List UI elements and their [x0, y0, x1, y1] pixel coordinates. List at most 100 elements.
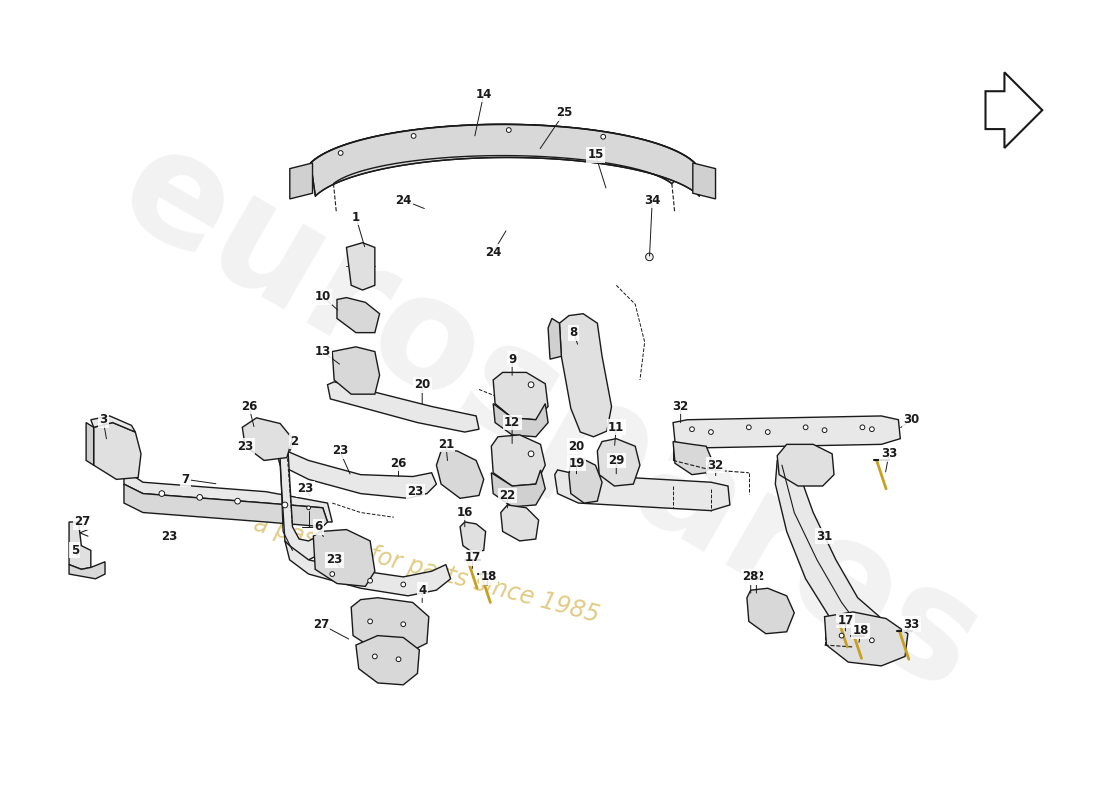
Circle shape	[860, 425, 865, 430]
Text: 23: 23	[332, 445, 348, 458]
Polygon shape	[500, 505, 539, 541]
Text: 6: 6	[314, 520, 322, 534]
Polygon shape	[778, 444, 834, 486]
Circle shape	[822, 428, 827, 433]
Circle shape	[690, 427, 694, 431]
Text: 17: 17	[464, 551, 481, 565]
Polygon shape	[493, 404, 548, 437]
Polygon shape	[94, 422, 141, 479]
Circle shape	[282, 502, 288, 508]
Circle shape	[601, 134, 606, 139]
Text: 8: 8	[570, 326, 578, 339]
Polygon shape	[310, 124, 695, 184]
Text: 32: 32	[707, 458, 724, 472]
Polygon shape	[776, 448, 880, 635]
Polygon shape	[275, 446, 437, 498]
Text: 18: 18	[481, 570, 496, 583]
Polygon shape	[285, 541, 451, 596]
Polygon shape	[124, 456, 332, 522]
Circle shape	[646, 253, 653, 261]
Text: 23: 23	[236, 440, 253, 453]
Polygon shape	[747, 588, 794, 634]
Text: 33: 33	[903, 618, 920, 630]
Polygon shape	[986, 72, 1043, 148]
Circle shape	[411, 134, 416, 138]
Text: 17: 17	[837, 614, 854, 627]
Text: 32: 32	[672, 400, 689, 413]
Text: 19: 19	[569, 457, 585, 470]
Text: a passion for parts since 1985: a passion for parts since 1985	[252, 511, 603, 627]
Text: 10: 10	[315, 290, 331, 303]
Circle shape	[766, 430, 770, 434]
Text: eurospares: eurospares	[95, 112, 1005, 724]
Polygon shape	[328, 382, 478, 432]
Text: 23: 23	[162, 530, 177, 542]
Circle shape	[307, 506, 310, 510]
Circle shape	[869, 638, 874, 642]
Text: 23: 23	[407, 485, 424, 498]
Circle shape	[803, 425, 808, 430]
Polygon shape	[337, 298, 379, 333]
Polygon shape	[597, 438, 640, 486]
Text: 5: 5	[70, 544, 79, 557]
Polygon shape	[825, 612, 908, 666]
Text: 24: 24	[395, 194, 411, 206]
Polygon shape	[548, 318, 561, 359]
Polygon shape	[673, 442, 711, 474]
Polygon shape	[356, 635, 419, 685]
Text: 3: 3	[99, 414, 107, 426]
Circle shape	[367, 619, 373, 624]
Text: 26: 26	[390, 457, 407, 470]
Circle shape	[869, 427, 874, 431]
Circle shape	[400, 622, 406, 626]
Polygon shape	[560, 314, 612, 437]
Circle shape	[367, 578, 373, 583]
Text: 28: 28	[742, 570, 759, 583]
Text: 20: 20	[569, 440, 584, 453]
Text: 32: 32	[748, 570, 764, 583]
Polygon shape	[91, 416, 135, 432]
Text: 14: 14	[475, 87, 492, 101]
Polygon shape	[437, 451, 484, 498]
Circle shape	[339, 150, 343, 155]
Polygon shape	[346, 242, 375, 290]
Text: 31: 31	[816, 530, 833, 542]
Circle shape	[708, 430, 713, 434]
Circle shape	[528, 382, 534, 387]
Circle shape	[330, 572, 334, 577]
Text: 11: 11	[608, 421, 625, 434]
Polygon shape	[86, 422, 94, 465]
Text: 22: 22	[499, 489, 516, 502]
Text: 18: 18	[852, 624, 869, 638]
Polygon shape	[673, 416, 900, 448]
Polygon shape	[693, 163, 715, 199]
Circle shape	[400, 582, 406, 587]
Polygon shape	[124, 484, 328, 526]
Text: 24: 24	[485, 246, 502, 258]
Circle shape	[197, 494, 202, 500]
Polygon shape	[460, 522, 485, 552]
Circle shape	[373, 654, 377, 658]
Text: 16: 16	[456, 506, 473, 519]
Circle shape	[234, 498, 241, 504]
Text: 27: 27	[312, 618, 329, 630]
Text: 34: 34	[645, 194, 660, 206]
Polygon shape	[569, 458, 602, 503]
Polygon shape	[242, 418, 293, 461]
Text: 26: 26	[241, 400, 257, 413]
Text: 9: 9	[508, 353, 516, 366]
Polygon shape	[289, 163, 312, 199]
Polygon shape	[275, 446, 318, 560]
Text: 20: 20	[414, 378, 430, 391]
Text: 23: 23	[326, 554, 342, 566]
Circle shape	[747, 425, 751, 430]
Text: 12: 12	[504, 416, 520, 429]
Text: 7: 7	[182, 473, 189, 486]
Text: 1: 1	[352, 210, 360, 224]
Polygon shape	[492, 470, 546, 507]
Text: 30: 30	[903, 414, 920, 426]
Polygon shape	[332, 347, 380, 394]
Polygon shape	[493, 372, 548, 420]
Text: 2: 2	[290, 435, 298, 448]
Polygon shape	[69, 522, 91, 570]
